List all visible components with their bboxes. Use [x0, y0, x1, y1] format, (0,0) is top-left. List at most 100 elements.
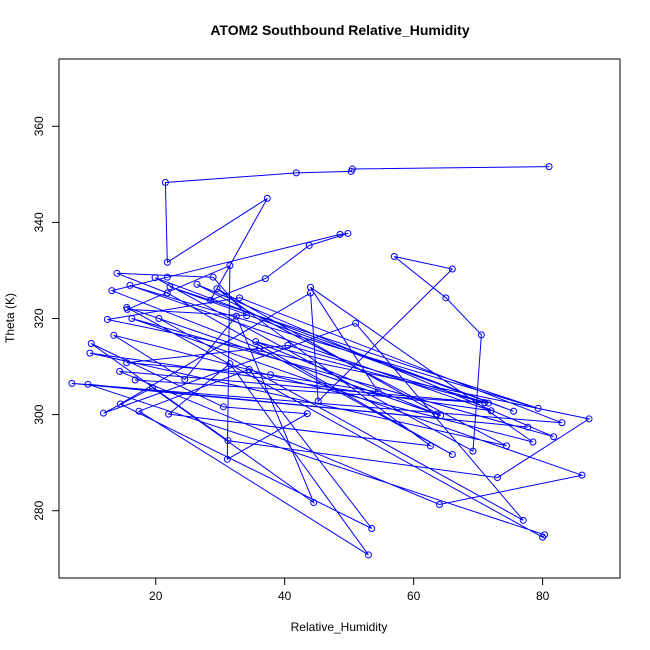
- data-point: [347, 167, 355, 175]
- data-point: [252, 338, 260, 346]
- chart-title: ATOM2 Southbound Relative_Humidity: [210, 22, 469, 38]
- data-point: [209, 273, 217, 281]
- data-point: [448, 450, 456, 458]
- data-point: [426, 442, 434, 450]
- data-point: [519, 516, 527, 524]
- data-point: [545, 163, 553, 171]
- data-point: [165, 410, 173, 418]
- data-point: [155, 315, 163, 322]
- data-point: [390, 253, 398, 261]
- data-point: [108, 287, 116, 295]
- data-point: [223, 455, 231, 463]
- data-point: [87, 339, 95, 347]
- data-point: [113, 269, 121, 277]
- data-point: [374, 388, 382, 396]
- data-point: [116, 400, 124, 408]
- data-point: [193, 280, 201, 288]
- x-tick-label: 40: [278, 589, 292, 603]
- data-point: [213, 285, 221, 293]
- data-point: [365, 551, 373, 559]
- y-tick-label: 280: [32, 500, 46, 520]
- data-point: [103, 315, 111, 323]
- data-point: [305, 241, 313, 249]
- data-point: [99, 409, 107, 417]
- data-point: [352, 319, 360, 327]
- y-tick-label: 360: [32, 116, 46, 136]
- data-point: [550, 433, 558, 441]
- data-point: [226, 360, 234, 368]
- data-point: [261, 275, 269, 283]
- data-point: [484, 399, 492, 407]
- data-point: [437, 412, 445, 420]
- data-point: [84, 380, 92, 388]
- y-tick-label: 340: [32, 212, 46, 232]
- data-point: [245, 365, 253, 373]
- data-point: [481, 399, 489, 407]
- data-point: [578, 471, 586, 479]
- data-point: [306, 283, 314, 291]
- y-axis-label: Theta (K): [3, 293, 17, 343]
- data-point: [131, 376, 139, 384]
- data-point: [558, 419, 566, 427]
- plot-area: [58, 58, 621, 579]
- data-point: [585, 415, 593, 423]
- data-point: [181, 376, 189, 384]
- y-tick-label: 320: [32, 308, 46, 328]
- y-axis: 280 300 320 340 360: [32, 116, 60, 521]
- data-point: [448, 265, 456, 273]
- x-tick-label: 80: [536, 589, 550, 603]
- data-point: [123, 359, 131, 367]
- data-point: [469, 447, 477, 455]
- data-point: [442, 294, 450, 302]
- data-point: [163, 258, 171, 266]
- data-point: [263, 194, 271, 202]
- data-point: [126, 281, 134, 289]
- data-point: [123, 303, 131, 311]
- data-point: [135, 407, 143, 415]
- data-point: [166, 283, 174, 291]
- series-line: [71, 166, 591, 556]
- data-point: [68, 379, 76, 387]
- data-point: [232, 312, 240, 320]
- data-point: [524, 423, 532, 431]
- data-point: [336, 230, 344, 238]
- data-point: [292, 169, 300, 177]
- x-tick-label: 20: [149, 589, 163, 603]
- data-point: [284, 341, 292, 349]
- data-point: [534, 404, 542, 412]
- x-tick-label: 60: [407, 589, 421, 603]
- data-point: [303, 410, 311, 418]
- x-axis: 20 40 60 80: [149, 577, 550, 603]
- data-point: [503, 442, 511, 450]
- x-axis-label: Relative_Humidity: [291, 620, 388, 634]
- data-point: [510, 407, 518, 415]
- data-point: [151, 274, 159, 282]
- data-point: [219, 403, 227, 411]
- data-point: [477, 331, 485, 339]
- data-point: [493, 474, 501, 482]
- data-point: [226, 262, 234, 270]
- y-tick-label: 300: [32, 404, 46, 424]
- data-point: [529, 438, 537, 446]
- data-point: [161, 179, 169, 187]
- data-point: [128, 315, 136, 322]
- data-point: [435, 500, 443, 508]
- data-point: [163, 289, 171, 297]
- data-point: [149, 384, 156, 392]
- data-point: [86, 349, 94, 357]
- data-series: [68, 163, 593, 559]
- data-point: [236, 294, 244, 302]
- data-point: [344, 229, 352, 237]
- data-point: [368, 525, 376, 533]
- data-point: [256, 344, 264, 352]
- data-point: [110, 331, 118, 339]
- data-point: [224, 437, 232, 445]
- data-point: [243, 312, 251, 320]
- data-point: [207, 296, 215, 304]
- data-point: [267, 371, 275, 379]
- data-point: [487, 407, 495, 415]
- data-point: [433, 410, 441, 418]
- data-point: [310, 499, 318, 507]
- data-point: [116, 367, 124, 375]
